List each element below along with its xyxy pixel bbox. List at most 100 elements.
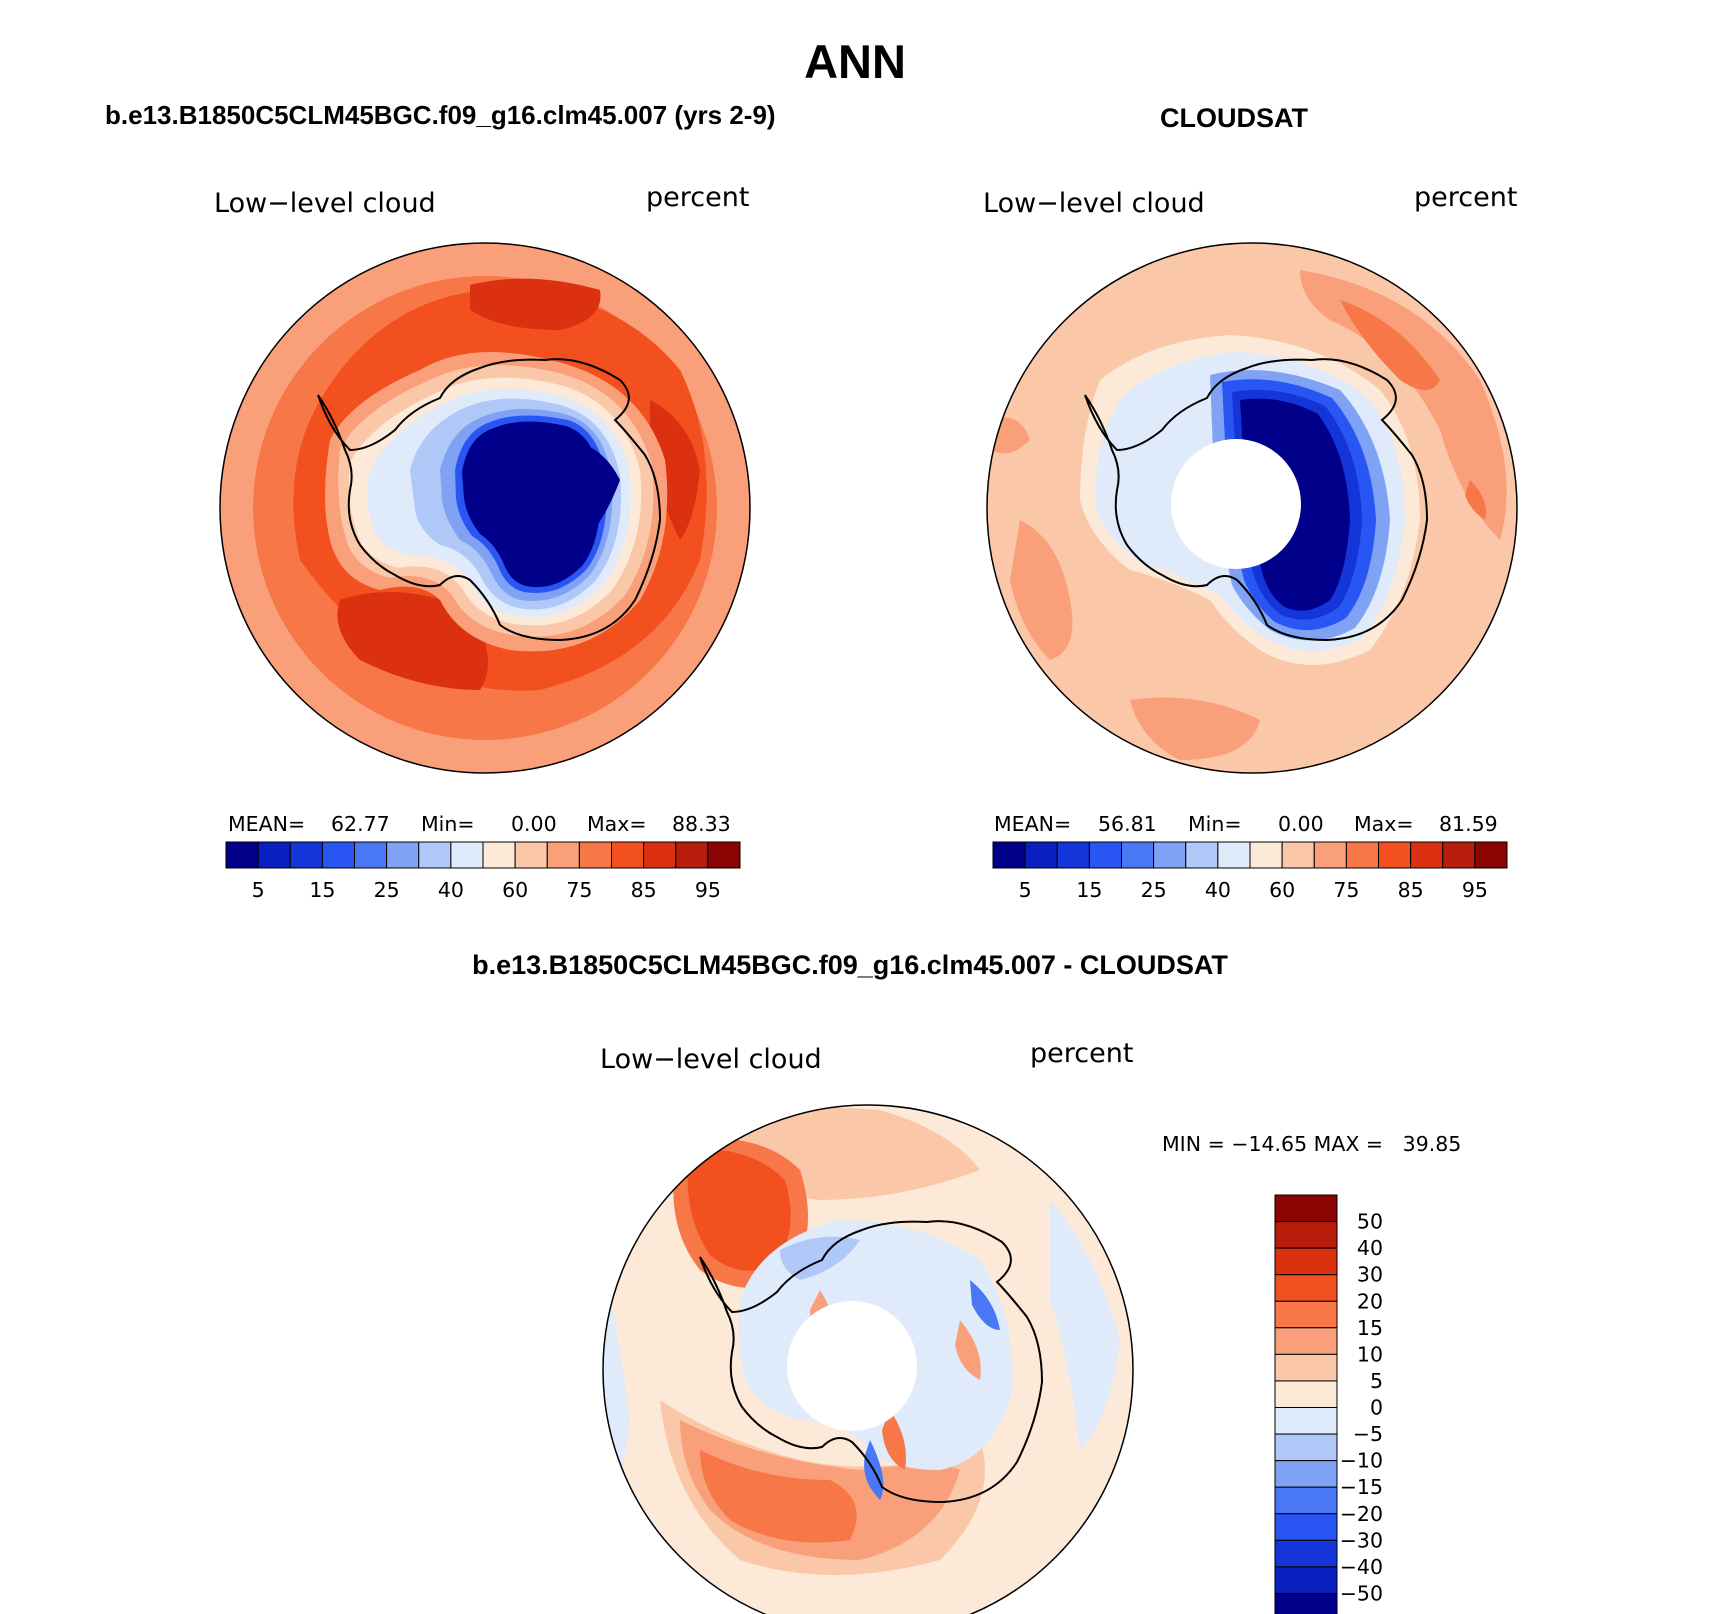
model-max-value: 88.33	[672, 812, 731, 836]
model-mean-value: 62.77	[331, 812, 390, 836]
diff-panel-title: b.e13.B1850C5CLM45BGC.f09_g16.clm45.007 …	[472, 950, 1228, 980]
model-min-value: 0.00	[511, 812, 557, 836]
diff-colorbar-tick-label: 10	[1357, 1342, 1383, 1366]
diff-colorbar-swatch	[1274, 1380, 1338, 1408]
model-colorbar-tick-label: 60	[502, 878, 528, 902]
diff-colorbar-tick-label: −50	[1340, 1581, 1383, 1605]
obs-colorbar-swatch	[1024, 841, 1058, 869]
model-colorbar-swatch	[643, 841, 677, 869]
obs-colorbar-tick-label: 75	[1333, 878, 1359, 902]
obs-colorbar-tick-label: 85	[1398, 878, 1424, 902]
model-colorbar-swatch	[386, 841, 420, 869]
model-colorbar-swatch	[225, 841, 259, 869]
model-colorbar-swatch	[611, 841, 645, 869]
model-colorbar-swatch	[675, 841, 709, 869]
model-colorbar-tick-label: 15	[309, 878, 335, 902]
obs-colorbar-swatch	[1313, 841, 1347, 869]
obs-colorbar-swatch	[1281, 841, 1315, 869]
obs-colorbar-swatch	[1378, 841, 1412, 869]
diff-colorbar-swatch	[1274, 1513, 1338, 1541]
diff-colorbar-swatch	[1274, 1460, 1338, 1488]
diff-colorbar-swatch	[1274, 1407, 1338, 1435]
model-colorbar-tick-label: 25	[374, 878, 400, 902]
diff-colorbar-swatch	[1274, 1221, 1338, 1249]
obs-colorbar-swatch	[1185, 841, 1219, 869]
obs-colorbar-swatch	[1410, 841, 1444, 869]
obs-mean-value: 56.81	[1098, 812, 1157, 836]
model-coastline	[317, 358, 662, 642]
obs-colorbar-tick-label: 40	[1205, 878, 1231, 902]
diff-colorbar-swatch	[1274, 1300, 1338, 1329]
obs-units-label: percent	[1414, 182, 1518, 213]
diff-colorbar-swatch	[1274, 1566, 1338, 1594]
diff-colorbar-tick-label: 20	[1357, 1289, 1383, 1313]
diff-colorbar-swatch	[1274, 1539, 1338, 1568]
model-colorbar-swatch	[482, 841, 516, 869]
model-colorbar-tick-label: 85	[631, 878, 657, 902]
model-colorbar-swatch	[450, 841, 484, 869]
diff-colorbar-swatch	[1274, 1486, 1338, 1515]
diff-colorbar-tick-label: −30	[1340, 1528, 1383, 1552]
obs-colorbar-tick-label: 15	[1076, 878, 1102, 902]
obs-coastline	[1084, 358, 1429, 642]
model-colorbar-swatch	[354, 841, 388, 869]
model-colorbar: 5 15 25 40 60 75 85 95	[225, 841, 741, 902]
model-colorbar-swatch	[707, 841, 741, 869]
obs-colorbar-swatch	[1088, 841, 1122, 869]
diff-colorbar-tick-label: −20	[1340, 1502, 1383, 1526]
obs-map	[987, 243, 1517, 773]
obs-colorbar-swatch	[992, 841, 1026, 869]
diff-colorbar-tick-label: −15	[1340, 1475, 1383, 1499]
diff-colorbar-swatch	[1274, 1433, 1338, 1462]
figure-title: ANN	[804, 35, 906, 88]
obs-colorbar-tick-label: 25	[1141, 878, 1167, 902]
model-map	[220, 243, 750, 773]
model-colorbar-swatch	[578, 841, 612, 869]
model-colorbar-tick-label: 5	[252, 878, 265, 902]
diff-colorbar-tick-label: −40	[1340, 1555, 1383, 1579]
model-max-label: Max=	[587, 812, 647, 836]
diff-units-label: percent	[1030, 1038, 1134, 1069]
diff-coastline	[699, 1220, 1044, 1504]
diff-colorbar-tick-label: 40	[1357, 1236, 1383, 1260]
model-colorbar-swatch	[289, 841, 323, 869]
obs-mean-label: MEAN=	[994, 812, 1072, 836]
diff-colorbar-swatch	[1274, 1274, 1338, 1302]
obs-colorbar-swatch	[1249, 841, 1283, 869]
obs-max-label: Max=	[1354, 812, 1414, 836]
diff-colorbar-swatch	[1274, 1247, 1338, 1276]
diff-colorbar-tick-label: 0	[1370, 1396, 1383, 1420]
diff-colorbar-tick-label: 30	[1357, 1263, 1383, 1287]
obs-colorbar-swatch	[1442, 841, 1476, 869]
obs-colorbar-swatch	[1474, 841, 1508, 869]
model-colorbar-swatch	[257, 841, 291, 869]
diff-colorbar-tick-label: 50	[1357, 1210, 1383, 1234]
model-colorbar-tick-label: 75	[566, 878, 592, 902]
model-colorbar-swatch	[514, 841, 548, 869]
model-colorbar-tick-label: 95	[695, 878, 721, 902]
obs-colorbar: 5 15 25 40 60 75 85 95	[992, 841, 1508, 902]
obs-colorbar-swatch	[1153, 841, 1187, 869]
obs-colorbar-swatch	[1345, 841, 1379, 869]
diff-colorbar-tick-label: −5	[1353, 1422, 1383, 1446]
diff-colorbar-swatch	[1274, 1327, 1338, 1355]
obs-min-value: 0.00	[1278, 812, 1324, 836]
diff-min-max: MIN = −14.65 MAX = 39.85	[1162, 1132, 1462, 1156]
diff-colorbar-swatch	[1274, 1592, 1338, 1614]
obs-colorbar-swatch	[1121, 841, 1155, 869]
obs-colorbar-swatch	[1217, 841, 1251, 869]
diff-colorbar-tick-label: 5	[1370, 1369, 1383, 1393]
diff-colorbar-swatch	[1274, 1194, 1338, 1223]
diff-colorbar-swatch	[1274, 1353, 1338, 1382]
model-min-label: Min=	[421, 812, 475, 836]
diff-colorbar-tick-label: 15	[1357, 1316, 1383, 1340]
obs-variable-label: Low−level cloud	[983, 188, 1205, 219]
obs-min-label: Min=	[1188, 812, 1242, 836]
diff-colorbar-tick-label: −10	[1340, 1449, 1383, 1473]
model-colorbar-swatch	[321, 841, 355, 869]
obs-colorbar-swatch	[1056, 841, 1090, 869]
diff-map	[603, 1105, 1133, 1614]
obs-colorbar-tick-label: 95	[1462, 878, 1488, 902]
